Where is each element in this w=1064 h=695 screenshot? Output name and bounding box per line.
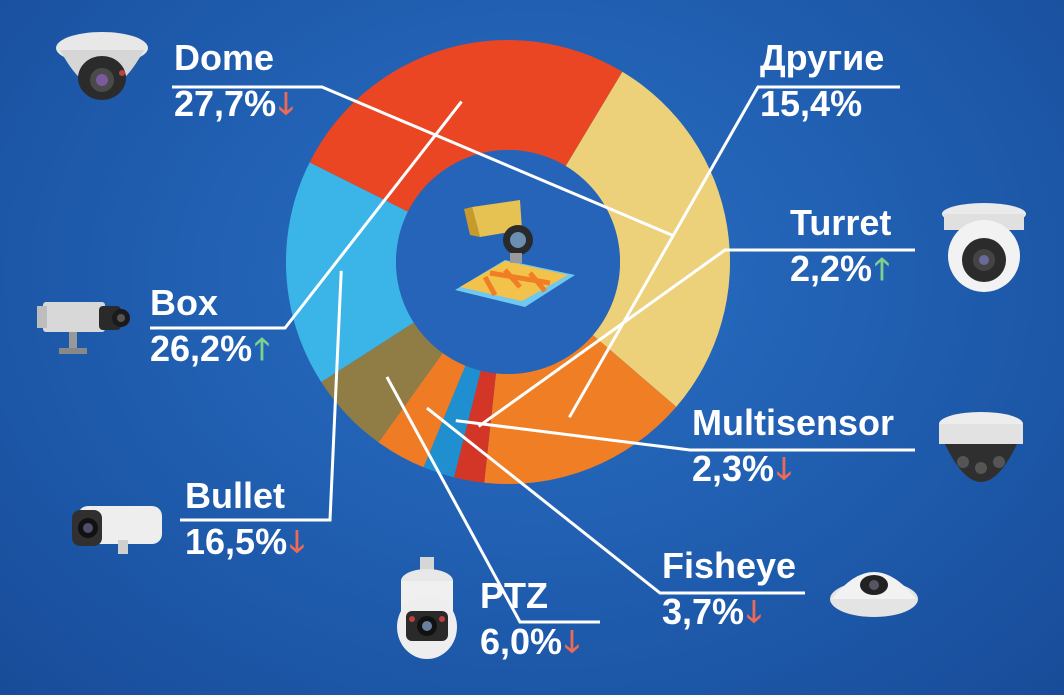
multisensor-camera-icon <box>939 412 1023 482</box>
arrow-up-icon: 🡑 <box>254 333 270 366</box>
label-fisheye: Fisheye 3,7%🡓 <box>662 548 796 630</box>
label-turret: Turret 2,2%🡑 <box>790 205 891 287</box>
leader-line-dome <box>172 85 674 237</box>
surveillance-camera-building-icon <box>455 200 575 307</box>
other-name: Другие <box>760 37 885 78</box>
arrow-down-icon: 🡓 <box>564 626 580 659</box>
bullet-name: Bullet <box>185 475 286 516</box>
label-dome: Dome 27,7%🡓 <box>174 40 294 122</box>
turret-name: Turret <box>790 202 892 243</box>
slice-dome <box>565 71 730 407</box>
label-bullet: Bullet 16,5%🡓 <box>185 478 305 560</box>
dome-name: Dome <box>174 37 275 78</box>
multisensor-percent: 2,3%🡓 <box>692 448 792 489</box>
turret-camera-icon <box>942 203 1026 292</box>
slice-other <box>484 335 677 484</box>
dome-camera-icon <box>56 32 148 100</box>
leader-line-ptz <box>385 376 600 624</box>
bullet-percent: 16,5%🡓 <box>185 521 305 562</box>
fisheye-camera-icon <box>830 572 918 617</box>
fisheye-percent: 3,7%🡓 <box>662 591 762 632</box>
other-percent: 15,4% <box>760 83 863 124</box>
fisheye-name: Fisheye <box>662 545 797 586</box>
label-ptz: PTZ 6,0%🡓 <box>480 578 580 660</box>
slice-ptz <box>321 322 443 443</box>
label-other: Другие 15,4% <box>760 40 884 122</box>
slice-multisensor <box>423 365 481 478</box>
slice-bullet <box>286 162 414 382</box>
leader-line-other <box>568 85 900 419</box>
turret-percent: 2,2%🡑 <box>790 248 890 289</box>
label-box: Box 26,2%🡑 <box>150 285 270 367</box>
arrow-down-icon: 🡓 <box>289 526 305 559</box>
ptz-name: PTZ <box>480 575 548 616</box>
arrow-down-icon: 🡓 <box>776 453 792 486</box>
arrow-down-icon: 🡓 <box>278 88 294 121</box>
leader-line-multisensor <box>455 419 915 452</box>
leader-line-bullet <box>180 270 343 522</box>
arrow-down-icon: 🡓 <box>746 596 762 629</box>
ptz-percent: 6,0%🡓 <box>480 621 580 662</box>
box-name: Box <box>150 282 219 323</box>
leader-line-turret <box>477 248 915 428</box>
leader-line-fisheye <box>426 406 805 595</box>
box-percent: 26,2%🡑 <box>150 328 270 369</box>
dome-percent: 27,7%🡓 <box>174 83 294 124</box>
bullet-camera-icon <box>72 506 162 554</box>
multisensor-name: Multisensor <box>692 402 895 443</box>
slice-fisheye <box>378 352 466 468</box>
slice-box <box>309 40 623 212</box>
label-multisensor: Multisensor 2,3%🡓 <box>692 405 894 487</box>
ptz-camera-icon <box>397 557 457 659</box>
box-camera-icon <box>37 302 130 354</box>
leader-line-box <box>150 100 463 330</box>
arrow-up-icon: 🡑 <box>874 253 890 286</box>
